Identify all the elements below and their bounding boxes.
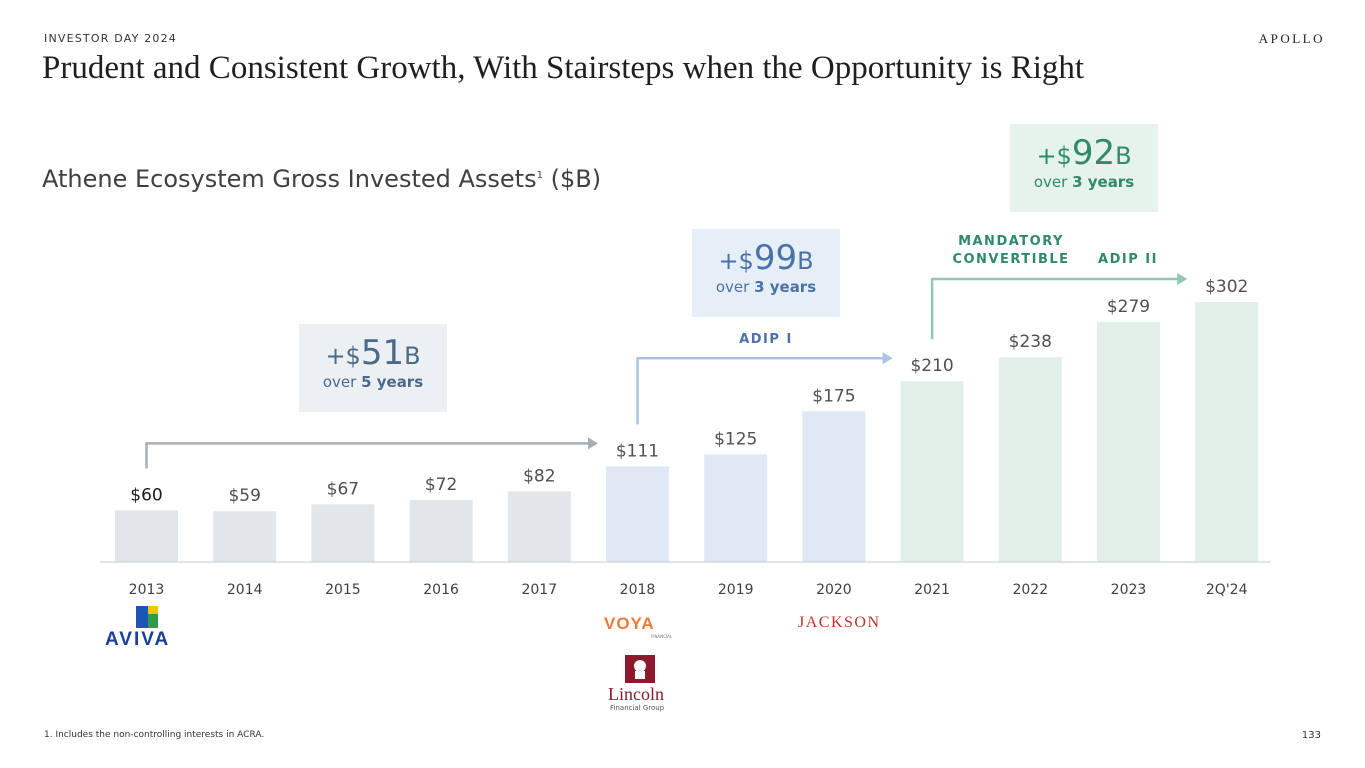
lincoln-logo-sub: Financial Group: [610, 704, 665, 712]
data-label-2023: $279: [1107, 297, 1150, 317]
data-label-2021: $210: [910, 356, 953, 376]
bar-2013: [115, 510, 178, 562]
bar-2019: [704, 454, 768, 562]
callout-value: +$99B: [718, 238, 814, 278]
tag-line-2: CONVERTIBLE: [952, 252, 1070, 267]
aviva-logo: [136, 606, 158, 628]
page-title: Prudent and Consistent Growth, With Stai…: [42, 50, 1085, 86]
callout-period: over 3 years: [1033, 173, 1135, 191]
data-label-2015: $67: [327, 479, 359, 499]
data-label-2014: $59: [228, 486, 260, 506]
arrow-2013-2018-head: [588, 437, 598, 450]
voya-logo: VOYA: [604, 614, 655, 633]
callout-period: over 3 years: [715, 278, 817, 296]
tag-adip-ii: ADIP II: [1098, 252, 1158, 267]
tick-label-2016: 2016: [423, 582, 459, 598]
voya-logo-sub: FINANCIAL: [651, 634, 673, 639]
tick-label-2020: 2020: [816, 582, 852, 598]
callout-value: +$92B: [1036, 133, 1132, 173]
jackson-logo: JACKSON: [798, 614, 881, 631]
callout-51b: +$51B over 5 years: [299, 324, 447, 412]
tag-mandatory-convertible: MANDATORY CONVERTIBLE: [945, 233, 1077, 269]
eyebrow: INVESTOR DAY 2024: [44, 32, 178, 45]
tick-label-2019: 2019: [718, 582, 754, 598]
subtitle-text: Athene Ecosystem Gross Invested Assets: [42, 165, 537, 193]
arrow-2018-2021-line: [636, 356, 885, 425]
aviva-mark-yellow: [148, 606, 158, 614]
tick-label-2023: 2023: [1111, 582, 1147, 598]
aviva-logo-text: AVIVA: [105, 629, 171, 650]
callout-period: over 5 years: [322, 373, 424, 391]
tick-label-2018: 2018: [620, 582, 656, 598]
tick-label-2015: 2015: [325, 582, 361, 598]
bar-2022: [998, 357, 1062, 562]
bar-2016: [409, 500, 473, 562]
data-label-2Q'24: $302: [1205, 277, 1248, 297]
bar-2020: [802, 411, 866, 562]
page-number: 133: [1301, 730, 1321, 741]
lincoln-logo-mark: [625, 655, 655, 683]
arrow-2018-2021-head: [882, 352, 893, 365]
bar-2023: [1097, 321, 1160, 562]
tag-adip-i: ADIP I: [739, 332, 793, 347]
arrow-2021-2q24-head: [1177, 273, 1188, 285]
aviva-mark-green: [148, 614, 158, 628]
footnote: 1. Includes the non-controlling interest…: [44, 730, 265, 740]
bar-2017: [507, 491, 571, 562]
data-label-2016: $72: [425, 475, 457, 495]
lincoln-logo-text: Lincoln: [608, 684, 664, 704]
callout-value: +$51B: [325, 333, 421, 373]
tick-label-2Q'24: 2Q'24: [1206, 582, 1248, 598]
data-label-2020: $175: [812, 386, 855, 406]
tick-label-2017: 2017: [521, 582, 557, 598]
tick-label-2013: 2013: [129, 582, 165, 598]
chart-subtitle: Athene Ecosystem Gross Invested Assets1 …: [42, 165, 601, 193]
subtitle-unit: ($B): [542, 165, 602, 193]
aviva-mark-blue: [136, 606, 148, 628]
data-label-2019: $125: [714, 429, 757, 449]
arrow-2013-2018-line: [145, 442, 590, 469]
tick-label-2014: 2014: [227, 582, 263, 598]
callout-92b: +$92B over 3 years: [1010, 124, 1158, 212]
footnote-ref: 1: [536, 170, 543, 181]
bar-2021: [900, 381, 964, 562]
data-label-2018: $111: [616, 441, 659, 461]
tick-label-2021: 2021: [914, 582, 950, 598]
bar-2018: [606, 466, 669, 562]
tick-label-2022: 2022: [1012, 582, 1048, 598]
bar-2014: [213, 511, 277, 562]
bar-2Q'24: [1195, 302, 1259, 562]
data-label-2017: $82: [523, 466, 555, 486]
tag-line-1: MANDATORY: [958, 234, 1064, 249]
bar-2015: [311, 504, 375, 562]
arrow-2021-2q24-line: [930, 277, 1180, 340]
callout-99b: +$99B over 3 years: [692, 229, 840, 317]
brand-logo: APOLLO: [1258, 31, 1325, 46]
data-label-2022: $238: [1009, 332, 1052, 352]
data-label-2013: $60: [130, 485, 162, 505]
